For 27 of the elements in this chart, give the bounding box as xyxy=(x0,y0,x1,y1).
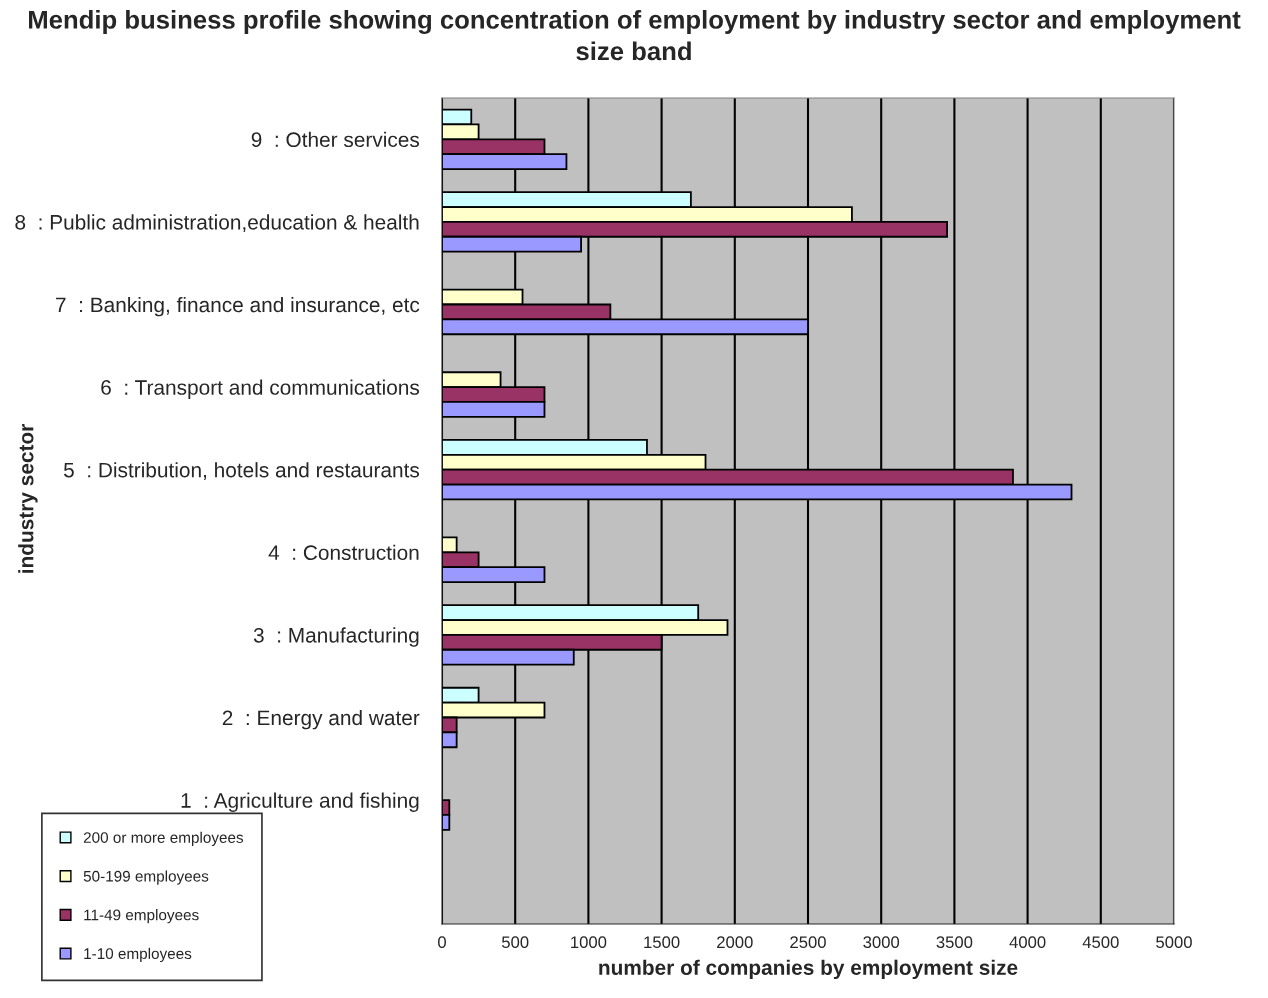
y-tick-label: 8 : Public administration,education & health xyxy=(15,214,419,233)
y-axis-title: industry sector xyxy=(18,424,38,573)
y-tick-label: 1 : Agriculture and fishing xyxy=(181,792,419,812)
x-axis-title: number of companies by employment size xyxy=(599,959,1018,980)
x-tick-label: 1500 xyxy=(644,936,680,949)
x-tick-label: 4500 xyxy=(1082,936,1119,949)
y-tick-label: 4 : Construction xyxy=(268,544,419,561)
y-tick-label: 2 : Energy and water xyxy=(222,709,420,730)
y-tick-label: 6 : Transport and communications xyxy=(101,379,420,399)
y-tick-label: 3 : Manufacturing xyxy=(253,627,419,647)
x-tick-label: 4000 xyxy=(1009,936,1046,949)
x-tick-label: 5000 xyxy=(1156,936,1192,949)
chart-title: Mendip business profile showing concentration of employment by industry sector and employment size band xyxy=(29,9,1241,61)
y-tick-label: 5 : Distribution, hotels and restaurants xyxy=(63,462,420,480)
x-tick-label: 3500 xyxy=(936,936,973,949)
x-tick-label: 3000 xyxy=(863,936,900,949)
legend-label: 50-199 employees xyxy=(83,870,209,885)
legend-label: 1-10 employees xyxy=(84,947,192,963)
legend-label: 200 or more employees xyxy=(83,831,244,846)
y-tick-label: 7 : Banking, finance and insurance, etc xyxy=(56,296,420,317)
x-tick-label: 1000 xyxy=(571,936,607,949)
y-tick-label: 9 : Other services xyxy=(251,131,420,148)
x-tick-label: 0 xyxy=(438,936,446,949)
x-tick-label: 500 xyxy=(501,936,529,949)
x-tick-label: 2500 xyxy=(790,936,826,949)
x-tick-label: 2000 xyxy=(717,936,753,949)
legend-label: 11-49 employees xyxy=(84,909,199,924)
